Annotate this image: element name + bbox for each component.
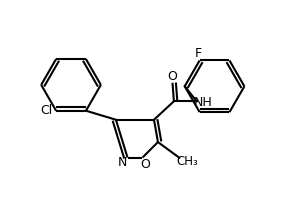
Text: O: O [140, 157, 150, 170]
Text: CH₃: CH₃ [176, 154, 198, 167]
Text: Cl: Cl [40, 103, 52, 116]
Text: F: F [195, 47, 202, 60]
Text: O: O [168, 70, 177, 83]
Text: NH: NH [193, 95, 212, 108]
Text: N: N [118, 156, 127, 168]
